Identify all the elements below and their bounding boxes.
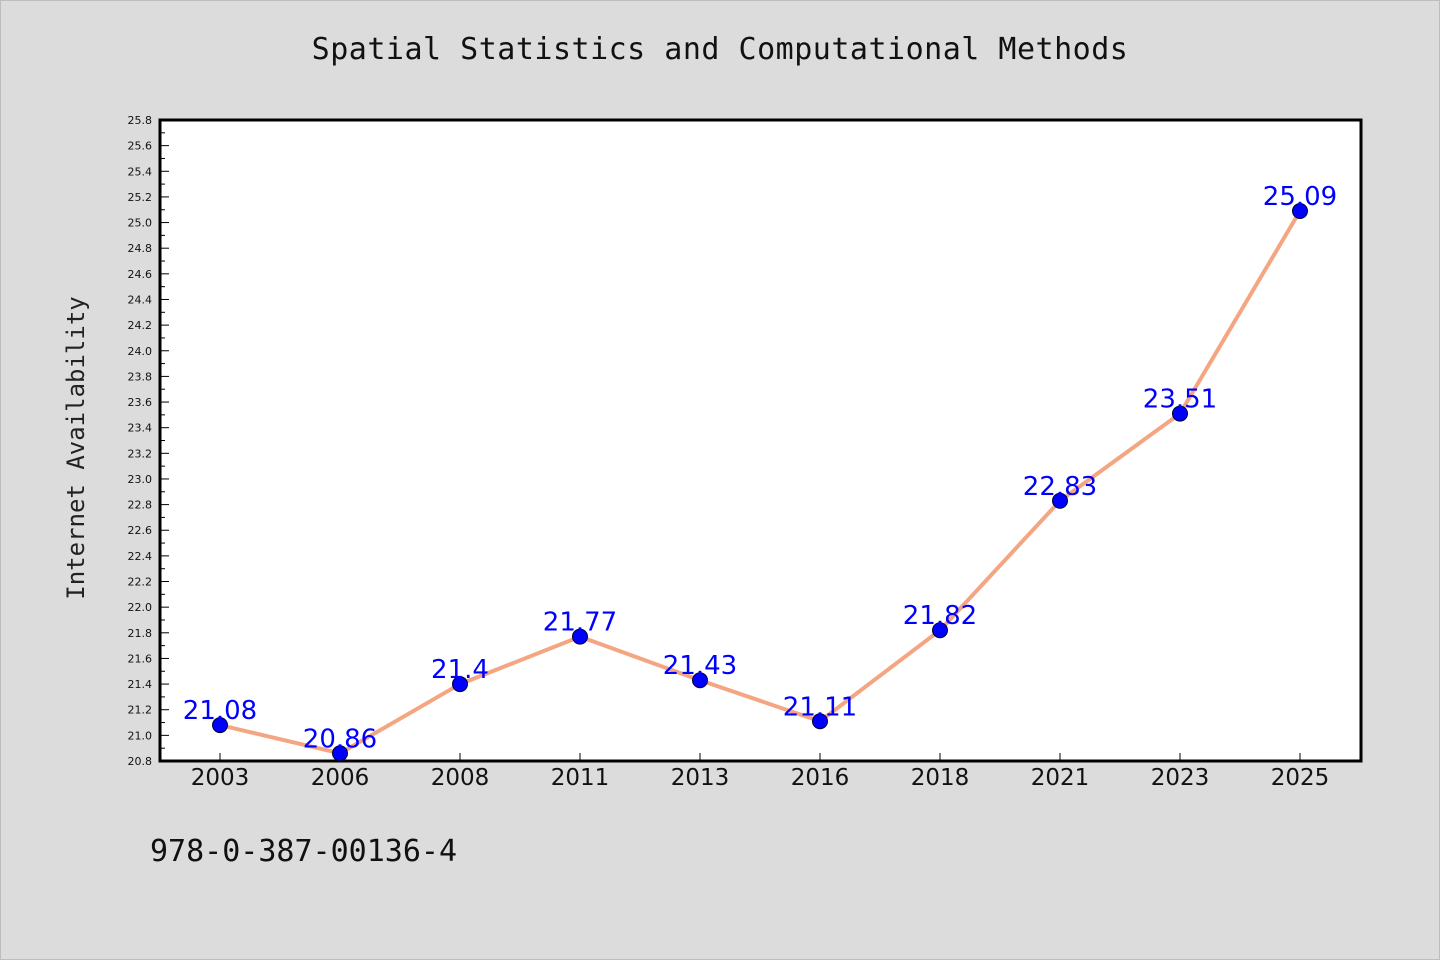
- x-tick-label: 2025: [1271, 765, 1330, 791]
- series-line: [218, 209, 1302, 756]
- series-marker-group: [212, 203, 1308, 762]
- data-label-group: 21.08 20.86 21.4 21.77 21.43 21.11 21.82 22.83 2…: [183, 182, 1337, 754]
- y-tick-label: 22.0: [128, 601, 153, 614]
- y-tick-label: 23.6: [128, 396, 153, 409]
- data-label: 23.51: [1143, 385, 1217, 415]
- data-point-marker: [692, 672, 708, 689]
- y-tick-label: 23.8: [128, 370, 153, 383]
- data-point-marker: [1292, 203, 1308, 220]
- x-axis-ticks: 2003 2006 2008 2011 2013 2016 2018 2021 2023 2025: [191, 753, 1330, 791]
- data-label: 21.4: [431, 655, 489, 685]
- y-tick-label: 21.4: [128, 678, 153, 691]
- y-tick-label: 23.0: [128, 473, 153, 486]
- data-label: 22.83: [1023, 472, 1097, 502]
- data-label: 21.77: [543, 608, 617, 638]
- y-tick-label: 22.4: [128, 550, 153, 563]
- plot-area: [158, 118, 1363, 763]
- data-label: 20.86: [303, 724, 377, 754]
- y-tick-label: 23.4: [128, 422, 153, 435]
- y-tick-label: 25.2: [128, 191, 153, 204]
- y-tick-label: 25.6: [128, 140, 153, 153]
- series-line-group: [218, 209, 1302, 756]
- y-tick-label: 22.6: [128, 524, 153, 537]
- data-label: 21.08: [183, 696, 257, 726]
- x-tick-label: 2011: [551, 765, 610, 791]
- footer-isbn: 978-0-387-00136-4: [150, 834, 458, 869]
- x-tick-label: 2006: [311, 765, 370, 791]
- data-point-marker: [1172, 405, 1188, 422]
- data-point-marker: [452, 676, 468, 693]
- data-point-marker: [812, 713, 828, 730]
- x-tick-label: 2023: [1151, 765, 1210, 791]
- data-point-marker: [212, 717, 228, 734]
- y-tick-label: 25.4: [128, 165, 153, 178]
- y-tick-label: 24.6: [128, 268, 153, 281]
- y-tick-label: 21.0: [128, 729, 153, 742]
- y-tick-label: 21.2: [128, 704, 153, 717]
- data-label: 25.09: [1263, 182, 1337, 212]
- y-tick-label: 21.6: [128, 652, 153, 665]
- y-tick-label: 24.2: [128, 319, 153, 332]
- y-tick-label: 20.8: [128, 755, 153, 768]
- data-point-marker: [572, 628, 588, 645]
- y-tick-label: 21.8: [128, 627, 153, 640]
- y-tick-label: 25.0: [128, 217, 153, 230]
- data-label: 21.11: [783, 692, 857, 722]
- data-label: 21.82: [903, 601, 977, 631]
- y-tick-label: 24.4: [128, 293, 153, 306]
- y-tick-label: 23.2: [128, 447, 153, 460]
- y-tick-label: 25.8: [128, 114, 153, 127]
- x-tick-label: 2018: [911, 765, 970, 791]
- y-tick-label: 24.8: [128, 242, 153, 255]
- x-tick-label: 2003: [191, 765, 250, 791]
- data-point-marker: [932, 622, 948, 639]
- x-tick-label: 2016: [791, 765, 850, 791]
- y-tick-label: 22.2: [128, 576, 153, 589]
- y-axis-ticks: 20.8 21.0 21.2 21.4 21.6 21.8 22.0 22.2 22.4 22.6…: [128, 114, 169, 768]
- y-tick-label: 24.0: [128, 345, 153, 358]
- x-tick-label: 2021: [1031, 765, 1090, 791]
- x-tick-label: 2008: [431, 765, 490, 791]
- data-point-marker: [1052, 492, 1068, 509]
- x-tick-label: 2013: [671, 765, 730, 791]
- data-point-marker: [332, 745, 348, 762]
- data-label: 21.43: [663, 651, 737, 681]
- chart-title: Spatial Statistics and Computational Met…: [311, 32, 1129, 67]
- y-tick-label: 22.8: [128, 499, 153, 512]
